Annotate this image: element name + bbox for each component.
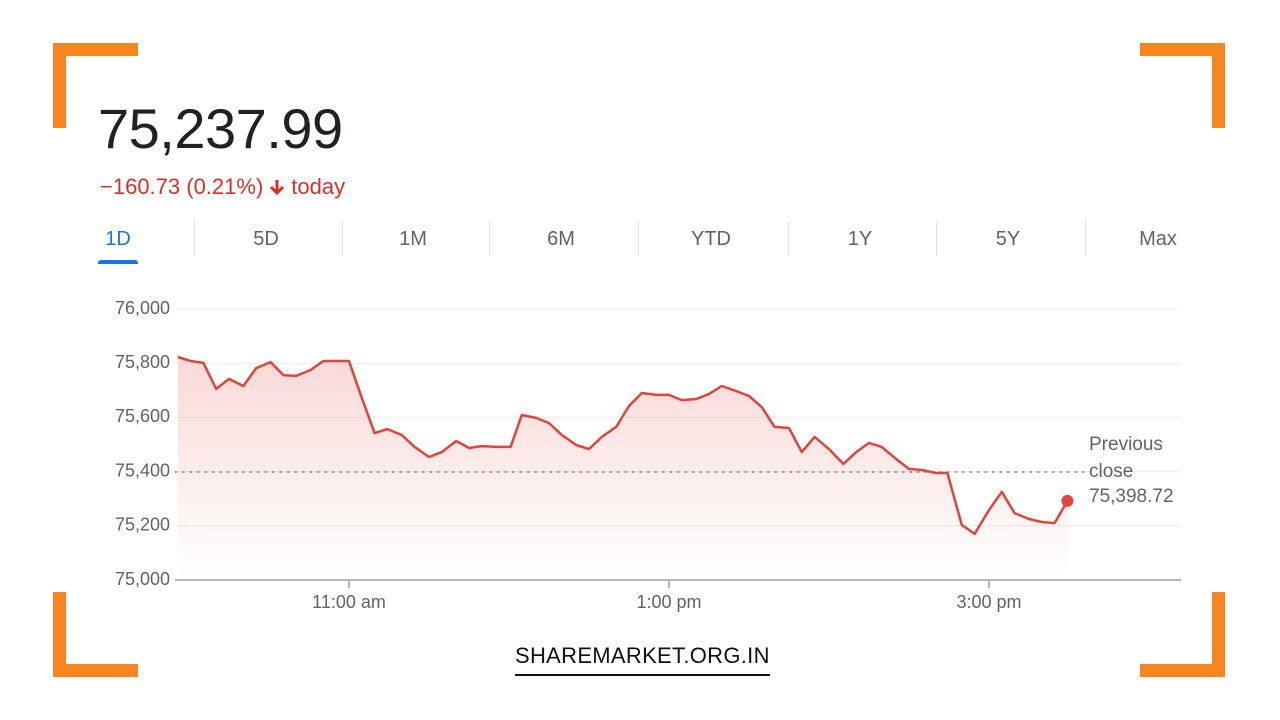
y-tick-label: 75,800 — [115, 352, 170, 372]
tab[interactable]: 1D — [105, 228, 131, 250]
y-tick-label: 75,600 — [115, 406, 170, 426]
tab[interactable]: 1Y — [847, 228, 873, 250]
tab-separator — [638, 222, 639, 256]
tab-separator — [194, 222, 195, 256]
price: 75,237.99 — [98, 97, 343, 160]
tab-separator — [341, 222, 343, 256]
tab[interactable]: Max — [1139, 228, 1177, 250]
tab-underline — [98, 260, 138, 264]
x-tick-label: 3:00 pm — [956, 592, 1021, 612]
range-tabs: 1D 5D 1M 6M YTD 1Y 5Y Max — [80, 222, 1190, 266]
chart: 75,000 75,200 75,400 75,600 75,800 76,000 11:0… — [115, 298, 1181, 612]
down-arrow — [270, 180, 285, 196]
tab-separator — [936, 222, 937, 256]
tab-separator — [787, 222, 789, 256]
x-tick-label: 1:00 pm — [636, 592, 701, 612]
tab-separator — [489, 222, 490, 256]
watermark: SHAREMARKET.ORG.IN — [515, 643, 770, 676]
price-line — [177, 355, 1069, 536]
tab[interactable]: YTD — [691, 228, 731, 250]
change: −160.73 (0.21%) — [100, 174, 264, 199]
y-tick-label: 75,200 — [115, 515, 170, 535]
tab[interactable]: 5Y — [995, 228, 1021, 250]
tab-separator — [1085, 222, 1086, 256]
tab[interactable]: 1M — [399, 228, 427, 250]
reference-label: Previous close — [1089, 434, 1163, 482]
y-tick-label: 76,000 — [115, 298, 170, 318]
y-tick-label: 75,400 — [115, 460, 170, 480]
reference-value: 75,398.72 — [1089, 486, 1174, 507]
x-tick-label: 11:00 am — [312, 592, 386, 612]
change-row: −160.73 (0.21%) today — [100, 174, 345, 200]
tab[interactable]: 6M — [547, 228, 575, 250]
area-fill — [177, 357, 1068, 580]
period: today — [291, 174, 346, 199]
y-tick-label: 75,000 — [115, 569, 170, 589]
last-point — [1061, 494, 1074, 507]
tab[interactable]: 5D — [253, 228, 279, 250]
